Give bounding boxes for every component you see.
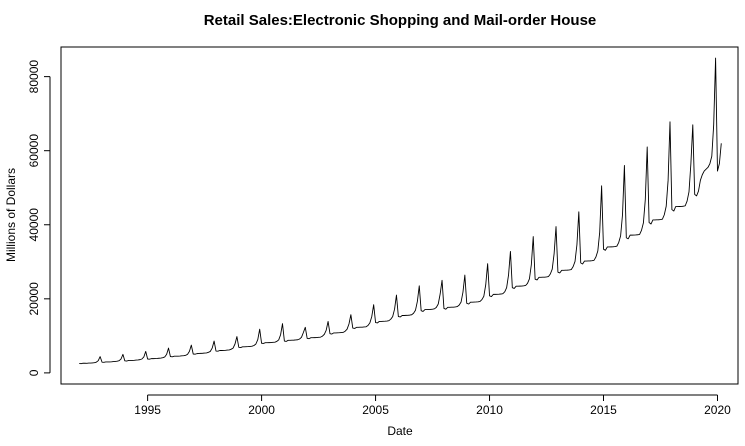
y-tick-label: 80000 xyxy=(27,60,41,94)
y-tick-label: 40000 xyxy=(27,208,41,242)
y-tick-label: 20000 xyxy=(27,282,41,316)
x-tick-label: 2000 xyxy=(248,403,275,417)
x-tick-label: 2005 xyxy=(362,403,389,417)
x-axis-label: Date xyxy=(387,424,413,438)
y-tick-label: 60000 xyxy=(27,134,41,168)
x-tick-label: 1995 xyxy=(134,403,161,417)
x-tick-label: 2010 xyxy=(476,403,503,417)
y-axis-label: Millions of Dollars xyxy=(4,168,18,262)
y-tick-label: 0 xyxy=(27,369,41,376)
series-line xyxy=(79,57,722,365)
x-axis: 1995 2000 2005 2010 2015 2020 xyxy=(134,394,731,417)
series-group xyxy=(79,57,722,365)
chart-title: Retail Sales:Electronic Shopping and Mai… xyxy=(204,12,597,29)
x-tick-label: 2020 xyxy=(704,403,731,417)
y-axis: 0 20000 40000 60000 80000 xyxy=(27,60,51,376)
plot-frame xyxy=(60,46,739,385)
x-tick-label: 2015 xyxy=(590,403,617,417)
